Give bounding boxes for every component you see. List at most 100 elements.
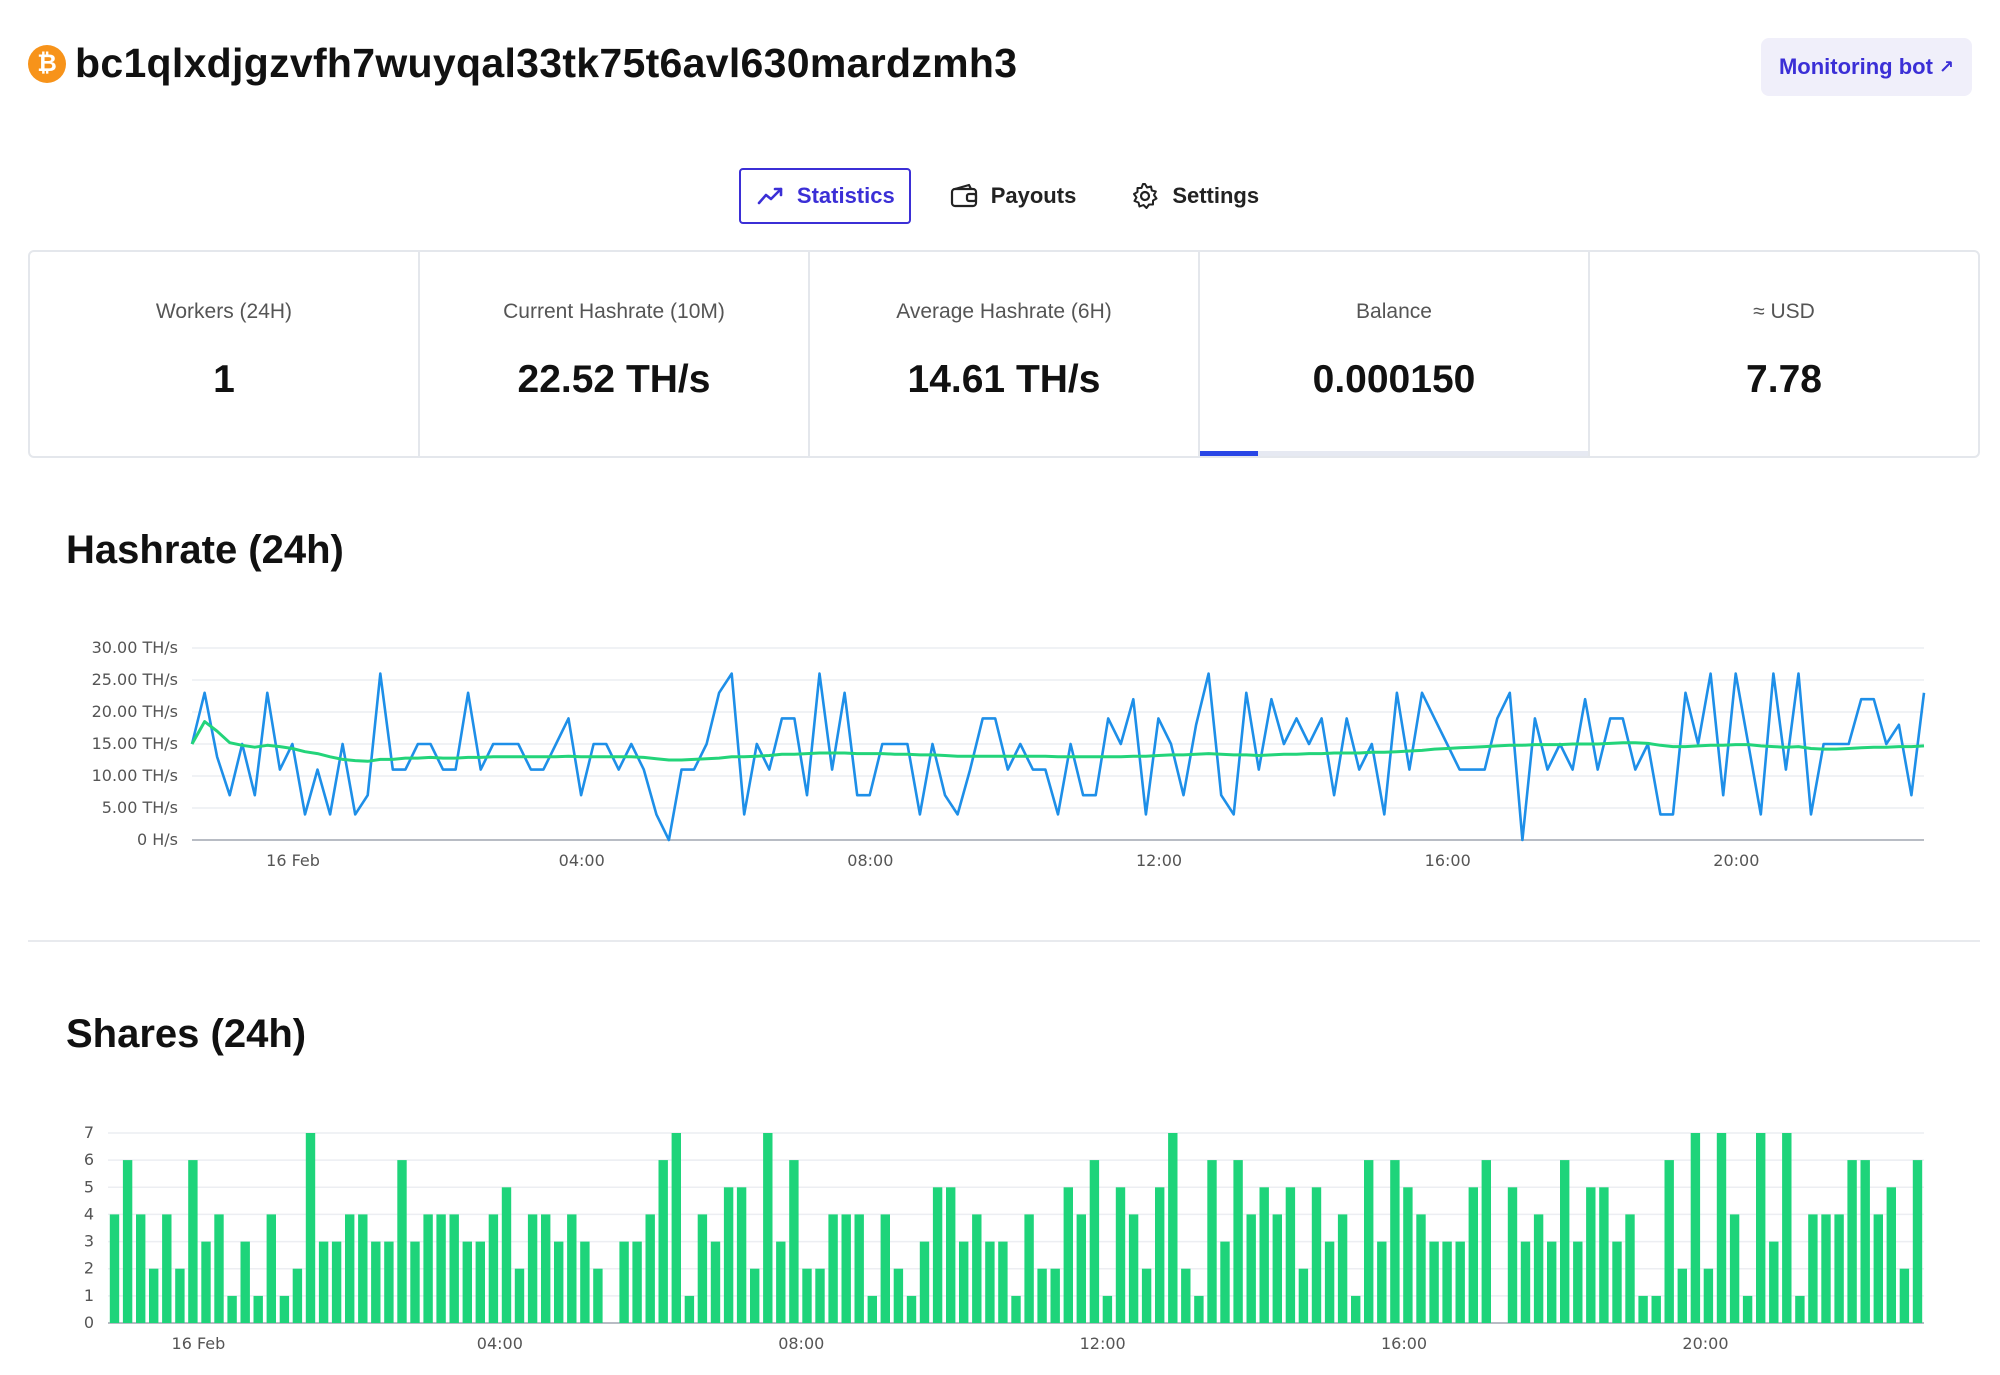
shares-bar bbox=[1756, 1133, 1766, 1323]
shares-bar bbox=[345, 1214, 355, 1323]
monitoring-bot-label: Monitoring bot bbox=[1778, 54, 1933, 79]
stat-label: ≈ USD bbox=[1753, 300, 1815, 323]
shares-bar bbox=[671, 1133, 681, 1323]
x-tick-label: 04:00 bbox=[559, 851, 605, 870]
shares-bar bbox=[1612, 1241, 1622, 1323]
monitoring-bot-button[interactable]: Monitoring bot ↗ bbox=[1760, 38, 1972, 96]
shares-bar bbox=[1272, 1214, 1282, 1323]
shares-bar bbox=[436, 1214, 446, 1323]
shares-bar bbox=[475, 1241, 485, 1323]
shares-bar bbox=[1246, 1214, 1256, 1323]
stats-panel: Workers (24H) 1 Current Hashrate (10M) 2… bbox=[28, 250, 1980, 458]
tab-settings[interactable]: Settings bbox=[1114, 168, 1275, 224]
shares-bar bbox=[763, 1133, 773, 1323]
shares-bar bbox=[1821, 1214, 1831, 1323]
stat-balance: Balance 0.000150 bbox=[1200, 252, 1590, 456]
stat-value: 14.61 TH/s bbox=[907, 358, 1101, 401]
shares-bar bbox=[1155, 1187, 1165, 1323]
shares-bar bbox=[501, 1187, 512, 1323]
shares-bar bbox=[1573, 1241, 1583, 1323]
hashrate-title: Hashrate (24h) bbox=[66, 528, 344, 572]
shares-bar bbox=[1128, 1214, 1139, 1323]
shares-bar bbox=[1912, 1160, 1923, 1323]
shares-bar bbox=[619, 1241, 629, 1323]
shares-bar bbox=[1076, 1214, 1086, 1323]
shares-bar bbox=[331, 1241, 342, 1323]
shares-bar bbox=[1403, 1187, 1413, 1323]
shares-bar bbox=[1298, 1268, 1309, 1323]
shares-bar bbox=[998, 1241, 1008, 1323]
stat-value: 7.78 bbox=[1746, 358, 1822, 401]
stat-average-hashrate: Average Hashrate (6H) 14.61 TH/s bbox=[810, 252, 1200, 456]
bitcoin-icon: ₿ bbox=[28, 44, 66, 83]
shares-bar bbox=[1690, 1133, 1701, 1323]
y-tick-label: 15.00 TH/s bbox=[92, 734, 178, 753]
shares-bar bbox=[580, 1241, 590, 1323]
shares-bar bbox=[554, 1241, 564, 1323]
shares-bar bbox=[985, 1241, 995, 1323]
y-tick-label: 25.00 TH/s bbox=[92, 670, 178, 689]
shares-bar bbox=[841, 1214, 851, 1323]
shares-bar bbox=[1089, 1160, 1100, 1323]
payout-progress-fill bbox=[1200, 451, 1259, 456]
shares-bar bbox=[1168, 1133, 1178, 1323]
tab-payouts[interactable]: Payouts bbox=[933, 168, 1093, 224]
shares-bar bbox=[1533, 1214, 1544, 1323]
shares-bar bbox=[1586, 1187, 1596, 1323]
shares-bar bbox=[828, 1214, 838, 1323]
x-tick-label: 04:00 bbox=[477, 1334, 523, 1353]
stat-label: Current Hashrate (10M) bbox=[503, 300, 725, 323]
shares-bar bbox=[815, 1268, 825, 1323]
shares-bar bbox=[593, 1268, 603, 1323]
shares-bar bbox=[854, 1214, 864, 1323]
shares-bar bbox=[893, 1268, 904, 1323]
external-link-icon: ↗ bbox=[1938, 56, 1954, 77]
shares-bar bbox=[423, 1214, 433, 1323]
shares-bar bbox=[1769, 1241, 1779, 1323]
shares-bar bbox=[188, 1160, 198, 1323]
top-bar: ₿ bc1qlxdjgzvfh7wuyqal33tk75t6avl630mard… bbox=[28, 38, 1972, 108]
wallet-header: ₿ bc1qlxdjgzvfh7wuyqal33tk75t6avl630mard… bbox=[28, 40, 1017, 87]
shares-bar bbox=[1547, 1241, 1557, 1323]
y-tick-label: 7 bbox=[84, 1123, 94, 1142]
shares-bar bbox=[1847, 1160, 1857, 1323]
average-hashrate-series-line bbox=[190, 720, 1925, 763]
hashrate-chart: 0 H/s 5.00 TH/s 10.00 TH/s 15.00 TH/s 20.00 … bbox=[92, 638, 1926, 870]
stat-usd: ≈ USD 7.78 bbox=[1590, 252, 1978, 456]
shares-bar bbox=[201, 1241, 211, 1323]
y-tick-label: 4 bbox=[84, 1204, 94, 1223]
shares-bar bbox=[1063, 1187, 1073, 1323]
y-tick-label: 3 bbox=[84, 1232, 94, 1251]
shares-bar bbox=[776, 1241, 786, 1323]
shares-bar bbox=[266, 1214, 276, 1323]
tab-statistics[interactable]: Statistics bbox=[738, 168, 911, 224]
y-tick-label: 10.00 TH/s bbox=[92, 766, 178, 785]
shares-bar bbox=[1220, 1241, 1230, 1323]
shares-bar bbox=[1181, 1268, 1191, 1323]
shares-bar bbox=[946, 1187, 956, 1323]
shares-bar bbox=[240, 1241, 250, 1323]
trend-icon bbox=[757, 187, 783, 205]
shares-bar bbox=[122, 1160, 133, 1323]
shares-bar bbox=[1520, 1241, 1531, 1323]
shares-title: Shares (24h) bbox=[66, 1012, 307, 1056]
shares-bar bbox=[736, 1187, 747, 1323]
shares-bar bbox=[645, 1214, 655, 1323]
shares-bar bbox=[1795, 1295, 1805, 1323]
shares-chart: 0 1 2 3 4 5 6 7 16 Feb 04:00 08:00 12:00 16:00 20:00 bbox=[84, 1123, 1924, 1353]
x-tick-label: 16:00 bbox=[1425, 851, 1471, 870]
shares-bar bbox=[514, 1268, 525, 1323]
y-tick-label: 0 bbox=[84, 1313, 94, 1332]
shares-bar bbox=[567, 1214, 577, 1323]
tab-label: Statistics bbox=[796, 183, 895, 208]
shares-bar bbox=[1481, 1160, 1491, 1323]
shares-bar bbox=[292, 1268, 303, 1323]
shares-bar bbox=[1233, 1160, 1243, 1323]
y-tick-label: 0 H/s bbox=[137, 830, 178, 849]
shares-bar bbox=[384, 1241, 394, 1323]
wallet-icon bbox=[950, 183, 977, 208]
stat-workers: Workers (24H) 1 bbox=[30, 252, 420, 456]
shares-bar bbox=[318, 1241, 329, 1323]
x-tick-label: 16 Feb bbox=[266, 851, 320, 870]
shares-bar bbox=[1351, 1295, 1361, 1323]
